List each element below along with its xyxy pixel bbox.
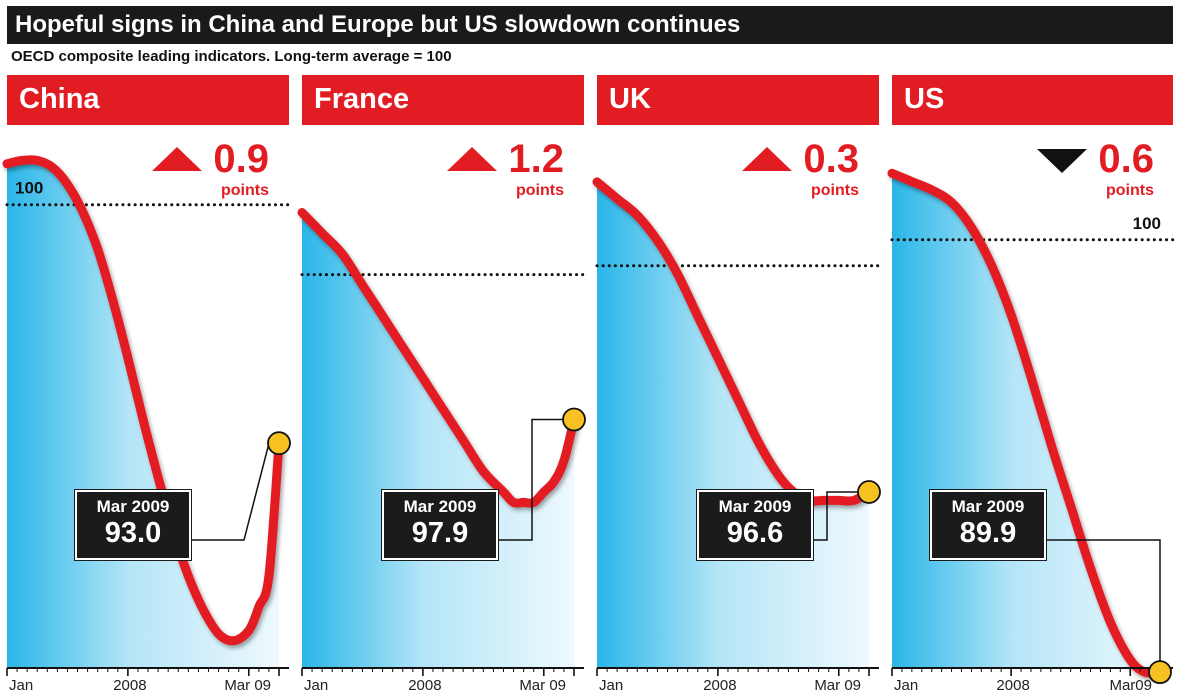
series-line xyxy=(2,155,284,646)
series-line xyxy=(887,168,1165,678)
change-unit: points xyxy=(221,182,269,199)
panel-name: UK xyxy=(609,83,651,115)
callout-connector xyxy=(189,442,279,541)
reference-label: 100 xyxy=(1133,214,1161,233)
area-fill xyxy=(597,181,869,668)
x-tick-label: Mar 09 xyxy=(814,677,861,694)
callout-date: Mar 2009 xyxy=(718,497,792,516)
change-unit: points xyxy=(516,182,564,199)
change-value: 0.3 xyxy=(803,137,859,181)
change-value: 0.9 xyxy=(213,137,269,181)
x-tick-label: Mar 09 xyxy=(519,677,566,694)
series-line xyxy=(297,208,579,508)
value-callout: Mar 2009 89.9 xyxy=(930,490,1046,560)
chart-subtitle: OECD composite leading indicators. Long-… xyxy=(11,48,452,65)
callout-value: 89.9 xyxy=(959,517,1017,549)
callout-value: 97.9 xyxy=(411,517,469,549)
callout-connector xyxy=(496,418,574,541)
panel-name: France xyxy=(314,83,410,115)
up-triangle-icon xyxy=(742,147,792,171)
area-fill xyxy=(302,212,574,668)
endpoint-marker xyxy=(562,407,586,432)
panel-uk: UK Jan 2008 Mar 09 0.3 points Mar 2009 96.6 xyxy=(592,0,881,699)
callout-value: 93.0 xyxy=(104,517,162,549)
up-triangle-icon xyxy=(447,147,497,171)
x-tick-label: 2008 xyxy=(408,677,441,694)
x-tick-label: Jan xyxy=(894,677,918,694)
panel-france: France Jan 2008 Mar 09 1.2 points Mar 2009 97.9 xyxy=(297,0,586,699)
endpoint-marker xyxy=(267,431,291,456)
callout-date: Mar 2009 xyxy=(403,497,477,516)
area-fill xyxy=(892,173,1160,674)
callout-date: Mar 2009 xyxy=(951,497,1025,516)
panel-china: China 100 Jan 2008 Mar 09 0.9 points Mar 2009 93… xyxy=(2,0,291,699)
value-callout: Mar 2009 96.6 xyxy=(697,490,813,560)
value-callout: Mar 2009 97.9 xyxy=(382,490,498,560)
endpoint-marker xyxy=(857,480,881,504)
change-unit: points xyxy=(811,182,859,199)
panel-name: US xyxy=(904,83,945,115)
panel-header: China xyxy=(7,75,289,125)
panel-header: US xyxy=(892,75,1173,125)
endpoint-marker xyxy=(1148,660,1172,685)
x-tick-label: 2008 xyxy=(996,677,1029,694)
chart-title: Hopeful signs in China and Europe but US… xyxy=(15,11,741,38)
x-tick-label: Jan xyxy=(9,677,33,694)
callout-connector xyxy=(1044,539,1161,673)
change-value: 0.6 xyxy=(1098,137,1154,181)
panel-header: UK xyxy=(597,75,879,125)
change-unit: points xyxy=(1106,182,1154,199)
x-tick-label: Jan xyxy=(599,677,623,694)
callout-value: 96.6 xyxy=(726,517,784,549)
title-bar: Hopeful signs in China and Europe but US… xyxy=(7,6,1173,44)
callout-connector xyxy=(811,491,869,541)
reference-label: 100 xyxy=(15,179,43,198)
x-tick-label: Mar 09 xyxy=(224,677,271,694)
change-value: 1.2 xyxy=(508,137,564,181)
value-callout: Mar 2009 93.0 xyxy=(75,490,191,560)
x-tick-label: Mar09 xyxy=(1109,677,1152,694)
callout-date: Mar 2009 xyxy=(96,497,170,516)
panel-us: US 100 Jan 2008 Mar09 0.6 points Mar 2009 89.9 xyxy=(887,0,1175,699)
x-tick-label: 2008 xyxy=(113,677,146,694)
panel-name: China xyxy=(19,83,100,115)
x-tick-label: 2008 xyxy=(703,677,736,694)
panel-header: France xyxy=(302,75,584,125)
x-tick-label: Jan xyxy=(304,677,328,694)
down-triangle-icon xyxy=(1037,149,1087,173)
series-line xyxy=(592,177,874,506)
up-triangle-icon xyxy=(152,147,202,171)
